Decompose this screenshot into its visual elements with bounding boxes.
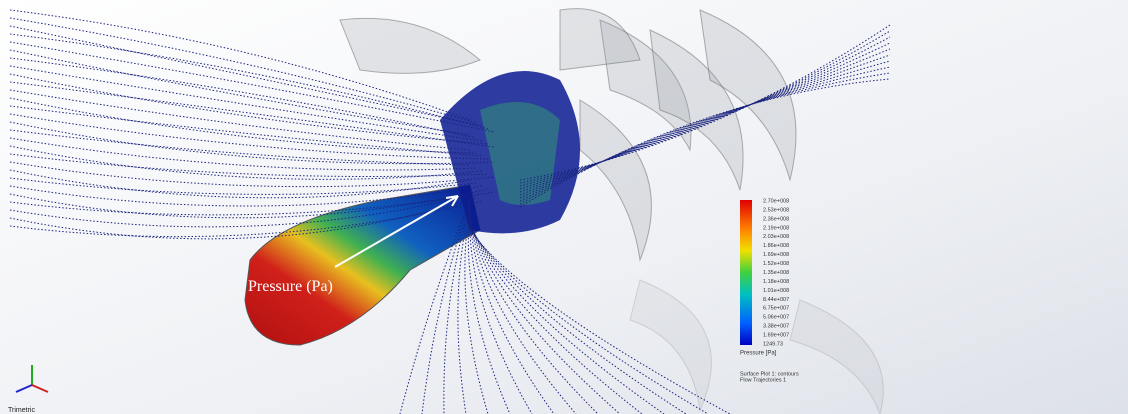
legend-label: 2.70e+008 [763, 198, 789, 204]
legend-label: 1.01e+008 [763, 288, 789, 294]
legend-label: 1.52e+008 [763, 261, 789, 267]
legend-label: 3.38e+007 [763, 324, 789, 330]
color-bar [740, 200, 752, 345]
annotation: Pressure (Pa) [248, 278, 333, 295]
legend-label: 2.53e+008 [763, 207, 789, 213]
legend-label: 1249.73 [763, 341, 783, 347]
legend-label: 2.19e+008 [763, 225, 789, 231]
legend-label: 2.36e+008 [763, 216, 789, 222]
viewport: Pressure (Pa) 2.70e+008 2.53e+008 2.36e+00… [0, 0, 1128, 414]
legend-label: 1.18e+008 [763, 279, 789, 285]
legend-label: 2.03e+008 [763, 234, 789, 240]
view-label: Trimetric [8, 407, 35, 414]
legend-label: 6.75e+007 [763, 306, 789, 312]
legend-label: 8.44e+007 [763, 297, 789, 303]
legend-label: 1.69e+008 [763, 252, 789, 258]
legend-note: Flow Trajectories 1 [740, 377, 786, 383]
legend-title: Pressure [Pa] [740, 351, 777, 357]
legend-label: 1.35e+008 [763, 270, 789, 276]
legend-label: 5.06e+007 [763, 315, 789, 321]
legend-label: 1.86e+008 [763, 243, 789, 249]
legend-label: 1.69e+007 [763, 333, 789, 339]
page: Pressure (Pa) 2.70e+008 2.53e+008 2.36e+00… [0, 0, 1128, 414]
